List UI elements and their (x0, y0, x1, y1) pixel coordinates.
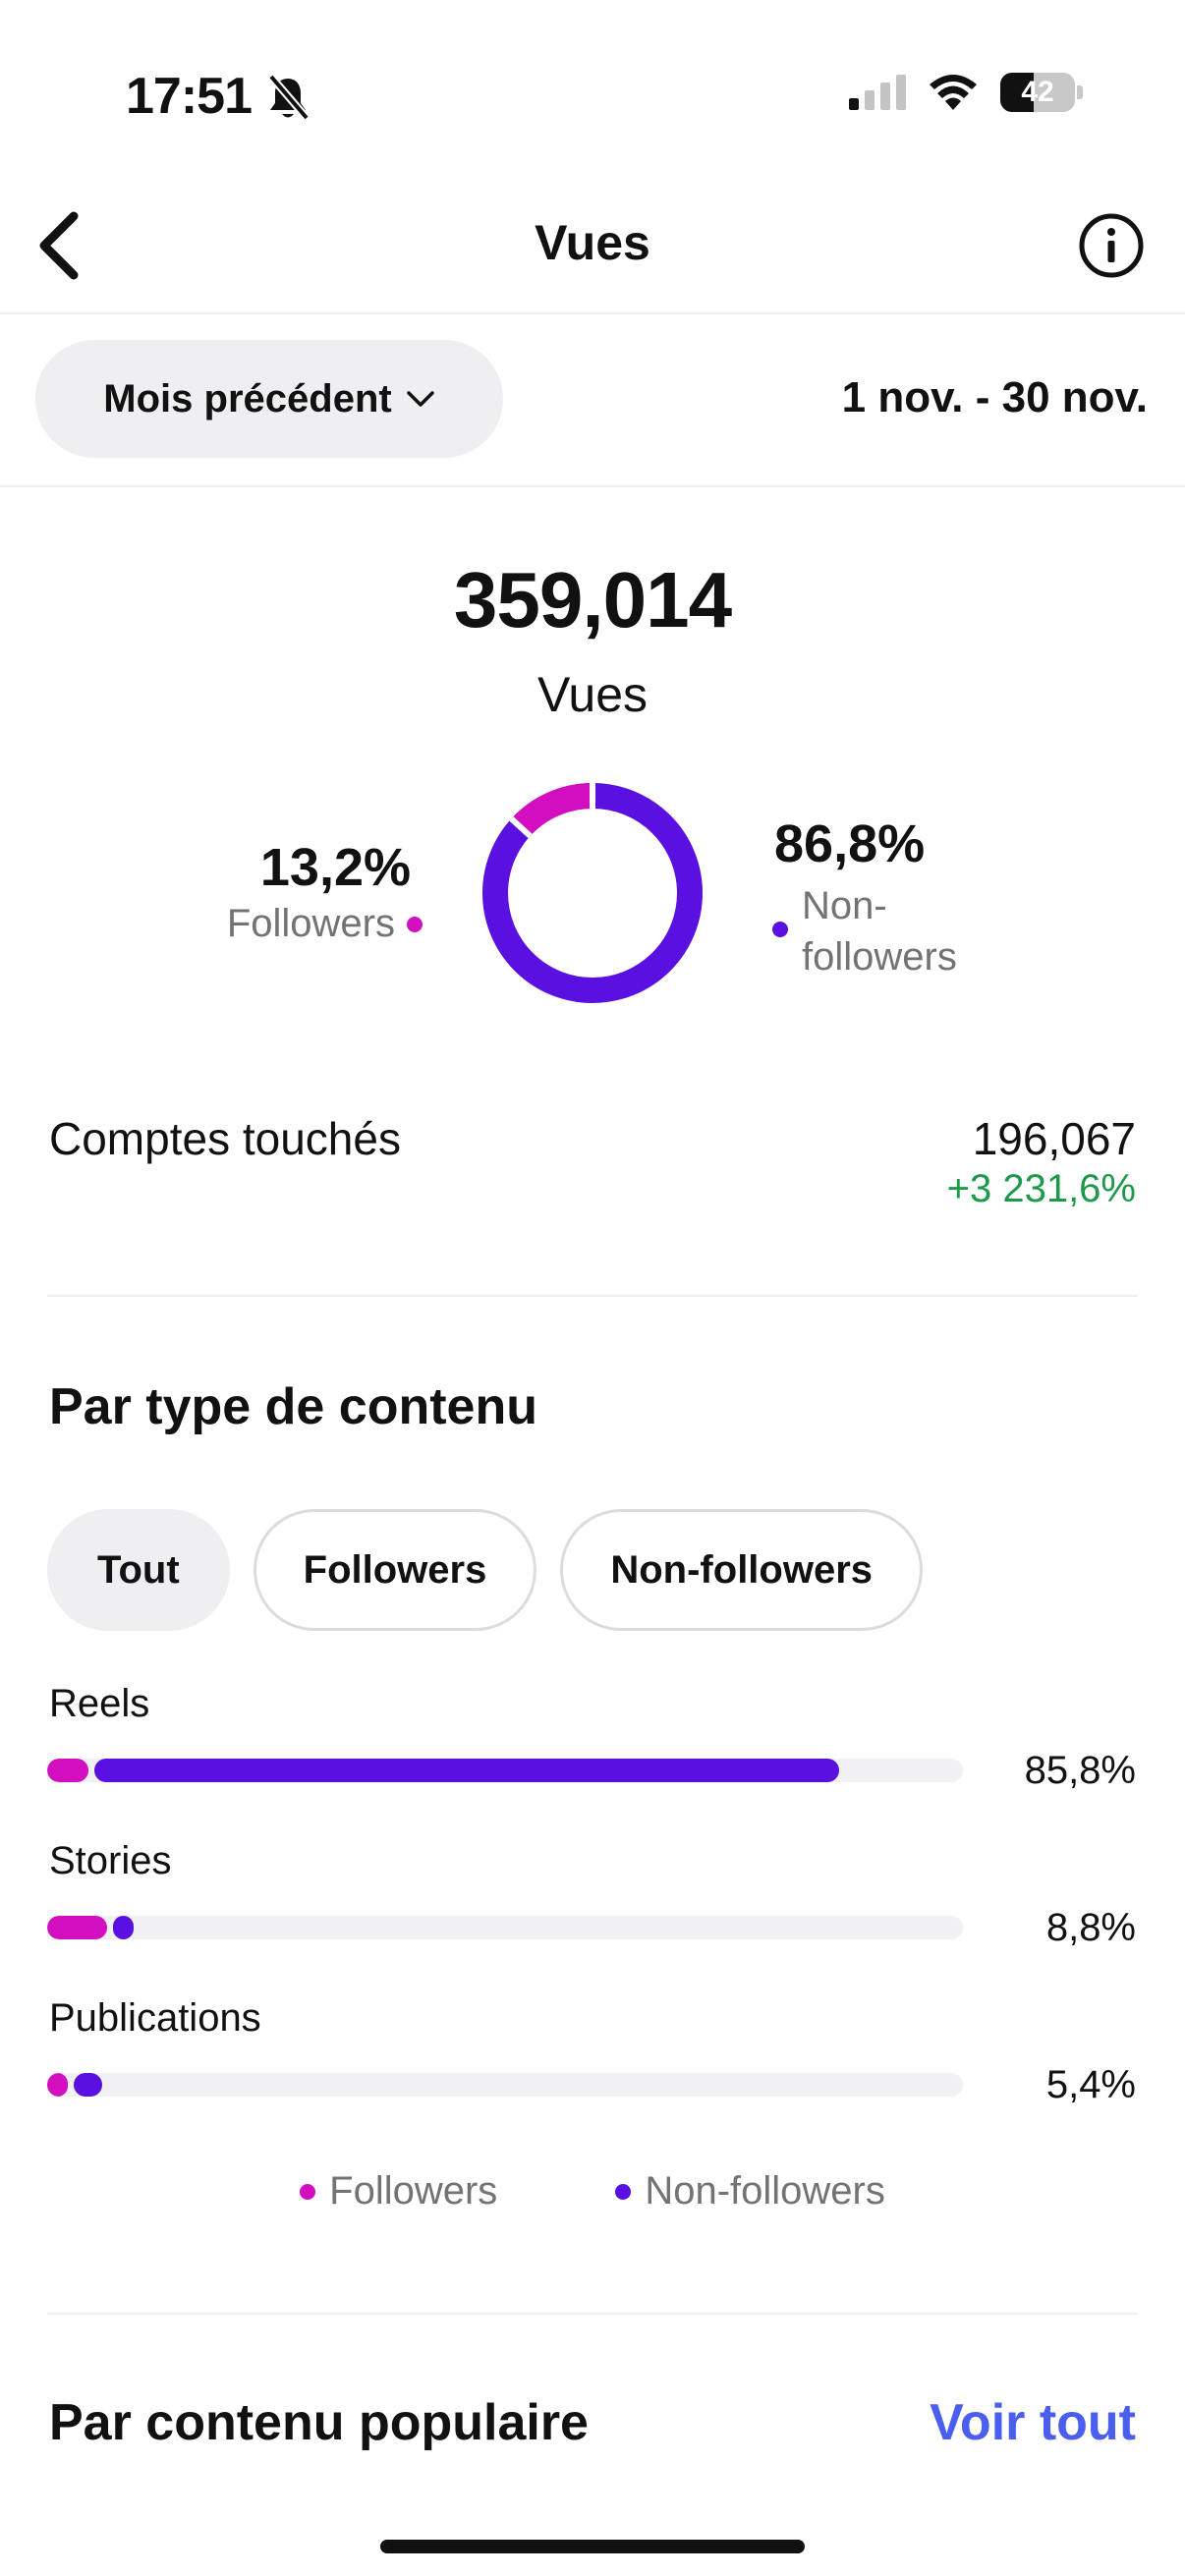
legend-nonfollowers: Non-followers (615, 2169, 885, 2213)
bar-nonfollowers-segment (93, 1759, 839, 1782)
legend-nonfollowers-label: Non-followers (645, 2169, 885, 2212)
home-indicator (380, 2540, 805, 2553)
info-icon (1079, 213, 1144, 278)
audience-filter-chips: Tout Followers Non-followers (47, 1509, 924, 1631)
legend-nonfollowers-dot (615, 2183, 632, 2200)
popular-content-title: Par contenu populaire (49, 2394, 589, 2451)
accounts-reached-label: Comptes touchés (49, 1113, 401, 1164)
silent-mode-bell-icon (267, 74, 310, 121)
bar-legend: Followers Non-followers (0, 2169, 1185, 2213)
battery-icon: 42 (1000, 73, 1083, 112)
chip-nonfollowers[interactable]: Non-followers (560, 1509, 924, 1631)
content-type-bar-stories (47, 1916, 963, 1939)
donut-gap (509, 816, 533, 839)
status-icons: 42 (849, 73, 1083, 112)
nonfollowers-label: Non- followers (802, 880, 957, 982)
content-type-label-reels: Reels (49, 1682, 150, 1725)
bar-followers-segment (47, 2073, 68, 2097)
cellular-signal-icon (849, 75, 906, 110)
chevron-left-icon (39, 211, 79, 280)
content-type-bar-reels (47, 1759, 963, 1782)
chip-followers[interactable]: Followers (253, 1509, 537, 1631)
status-time: 17:51 (126, 68, 253, 125)
period-divider (0, 485, 1185, 487)
content-type-pct-publications: 5,4% (1045, 2063, 1136, 2106)
nonfollowers-label-line2: followers (802, 935, 957, 979)
period-selector-label: Mois précédent (103, 376, 392, 420)
date-range: 1 nov. - 30 nov. (841, 373, 1148, 421)
legend-followers-label: Followers (329, 2169, 498, 2212)
wifi-icon (930, 75, 977, 110)
bar-followers-segment (47, 1759, 88, 1782)
legend-followers-dot (300, 2183, 316, 2200)
bar-followers-segment (47, 1916, 107, 1939)
content-type-bar-publications (47, 2073, 963, 2097)
nonfollowers-percentage: 86,8% (774, 814, 926, 873)
content-type-label-stories: Stories (49, 1839, 172, 1882)
views-donut-chart (482, 783, 703, 1003)
header-divider (0, 312, 1185, 314)
accounts-reached-change: +3 231,6% (946, 1167, 1136, 1210)
chip-all[interactable]: Tout (47, 1509, 230, 1631)
legend-followers: Followers (300, 2169, 497, 2213)
info-button[interactable] (1077, 211, 1146, 280)
content-type-title: Par type de contenu (49, 1378, 537, 1435)
content-type-pct-stories: 8,8% (1045, 1906, 1136, 1949)
period-selector[interactable]: Mois précédent (35, 340, 503, 458)
donut-followers-arc (511, 783, 593, 837)
battery-level: 42 (1021, 76, 1054, 108)
nonfollowers-label-line1: Non- (802, 884, 887, 927)
followers-label: Followers (226, 902, 395, 945)
content-type-divider (47, 2313, 1138, 2315)
views-total: 359,014 (453, 556, 732, 644)
see-all-link[interactable]: Voir tout (930, 2394, 1136, 2451)
content-type-label-publications: Publications (49, 1996, 261, 2040)
followers-dot (407, 916, 423, 932)
bar-nonfollowers-segment (112, 1916, 134, 1939)
reach-divider (47, 1295, 1138, 1297)
content-type-pct-reels: 85,8% (1024, 1749, 1136, 1792)
chevron-down-icon (406, 391, 434, 407)
back-button[interactable] (24, 206, 92, 285)
page-title: Vues (535, 215, 650, 270)
accounts-reached-value: 196,067 (972, 1113, 1136, 1164)
nonfollowers-legend: Non- followers (772, 880, 957, 982)
nonfollowers-dot (772, 922, 788, 937)
followers-legend: Followers (227, 902, 423, 946)
followers-percentage: 13,2% (259, 838, 411, 897)
bar-nonfollowers-segment (73, 2073, 103, 2097)
views-label: Vues (536, 667, 649, 722)
